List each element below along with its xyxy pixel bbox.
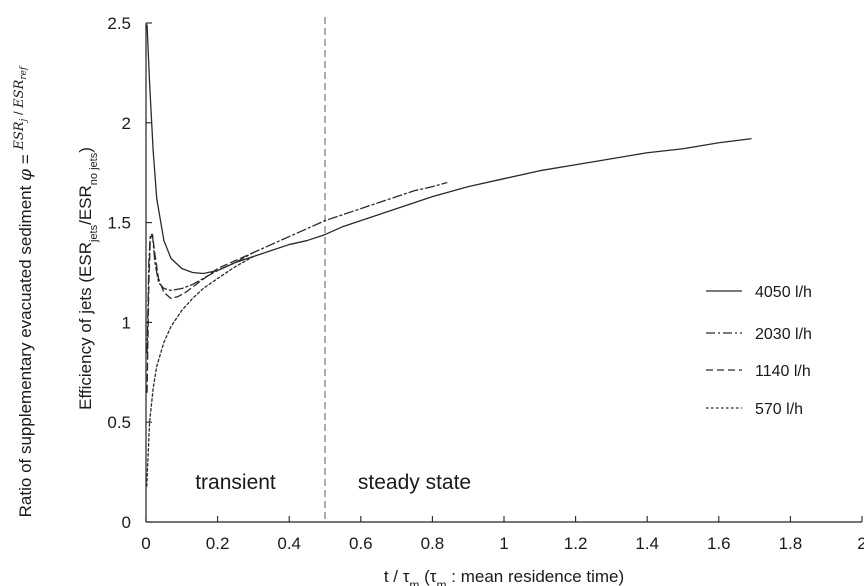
annotation-layer: transient steady state (195, 471, 471, 494)
axes-layer: 0 0.2 0.4 0.6 0.8 1 1.2 1.4 1.6 1.8 2 0 0.5 1 1.5 2 2.5 (107, 14, 864, 553)
y-tick-label: 0.5 (107, 413, 131, 432)
x-tick-label: 1 (499, 534, 508, 553)
y-axis-title-inner: Efficiency of jets (ESRjets/ESRno jets) (76, 147, 100, 410)
x-tick-label: 1.6 (707, 534, 731, 553)
x-tick-label: 0.4 (277, 534, 301, 553)
legend: 4050 l/h 2030 l/h 1140 l/h 570 l/h (706, 284, 812, 418)
x-tick-label: 0.6 (349, 534, 373, 553)
series-line-2030-l-h (146, 182, 448, 353)
y-axis-title-outer: Ratio of supplementary evacuated sedimen… (11, 65, 36, 517)
y-tick-label: 2 (122, 114, 131, 133)
x-tick-label: 1.4 (635, 534, 659, 553)
x-axis-title: t / τm (τm : mean residence time) (384, 567, 624, 586)
x-tick-label: 2 (857, 534, 864, 553)
transient-label: transient (195, 471, 276, 494)
legend-label: 2030 l/h (755, 326, 812, 343)
x-tick-label: 0.2 (206, 534, 230, 553)
series-line-570-l-h (146, 255, 255, 487)
legend-label: 570 l/h (755, 401, 803, 418)
legend-label: 4050 l/h (755, 284, 812, 301)
steady-state-label: steady state (358, 471, 471, 494)
y-tick-label: 0 (122, 513, 131, 532)
legend-label: 1140 l/h (755, 363, 811, 380)
y-tick-label: 1.5 (107, 214, 131, 233)
series-line-1140-l-h (146, 233, 255, 393)
x-tick-label: 0 (141, 534, 150, 553)
x-tick-label: 0.8 (421, 534, 445, 553)
y-tick-label: 2.5 (107, 14, 131, 33)
series-line-4050-l-h (146, 24, 752, 275)
titles-layer: t / τm (τm : mean residence time) Efficie… (11, 65, 624, 586)
series-layer (146, 24, 752, 487)
x-tick-label: 1.2 (564, 534, 588, 553)
y-tick-label: 1 (122, 313, 131, 332)
x-tick-label: 1.8 (779, 534, 803, 553)
